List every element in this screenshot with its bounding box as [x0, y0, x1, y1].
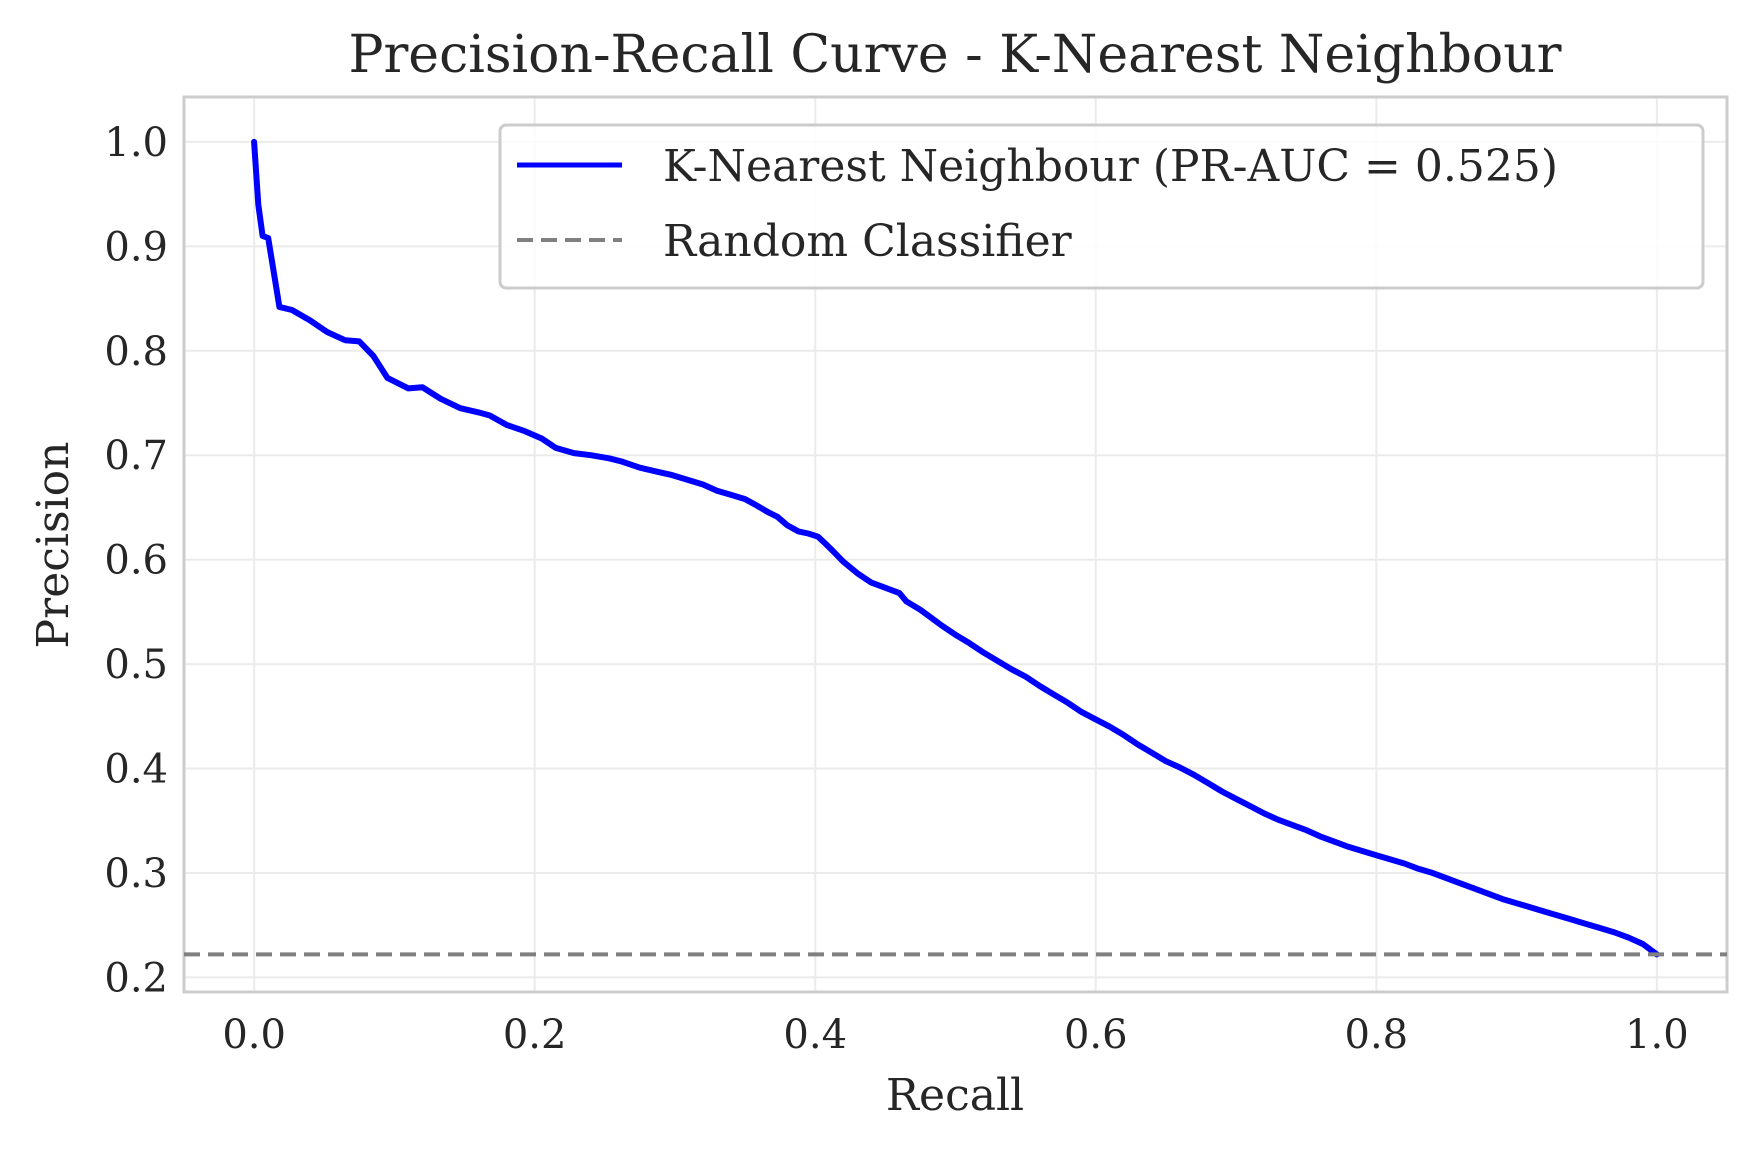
- y-tick-label: 0.3: [104, 851, 168, 897]
- y-tick-label: 0.8: [104, 329, 168, 375]
- x-tick-label: 0.8: [1345, 1012, 1409, 1058]
- x-tick-label: 0.6: [1064, 1012, 1128, 1058]
- y-tick-label: 0.6: [104, 538, 168, 584]
- legend-label-knn: K-Nearest Neighbour (PR-AUC = 0.525): [663, 141, 1558, 192]
- y-tick-label: 0.2: [104, 955, 168, 1001]
- chart-title: Precision-Recall Curve - K-Nearest Neigh…: [348, 25, 1561, 85]
- x-axis-label: Recall: [886, 1070, 1024, 1121]
- x-tick-label: 0.2: [503, 1012, 567, 1058]
- series-layer: [184, 138, 1727, 958]
- x-tick-label: 0.0: [222, 1012, 286, 1058]
- legend-label-random: Random Classifier: [663, 216, 1073, 267]
- plot-frame: [182, 95, 1729, 994]
- x-tick-label: 0.4: [783, 1012, 847, 1058]
- x-tick-labels: 0.0 0.2 0.4 0.6 0.8 1.0: [222, 1012, 1688, 1058]
- legend-box: [498, 123, 1705, 290]
- y-tick-labels: 0.2 0.3 0.4 0.5 0.6 0.7 0.8 0.9 1.0: [104, 120, 168, 1001]
- y-tick-label: 0.9: [104, 224, 168, 270]
- knn-pr-curve: [251, 138, 1660, 958]
- x-tick-label: 1.0: [1625, 1012, 1689, 1058]
- y-tick-label: 1.0: [104, 120, 168, 166]
- y-tick-label: 0.4: [104, 747, 168, 793]
- legend: K-Nearest Neighbour (PR-AUC = 0.525) Ran…: [498, 123, 1705, 290]
- y-tick-label: 0.7: [104, 433, 168, 479]
- y-axis-label: Precision: [28, 442, 79, 649]
- y-tick-label: 0.5: [104, 642, 168, 688]
